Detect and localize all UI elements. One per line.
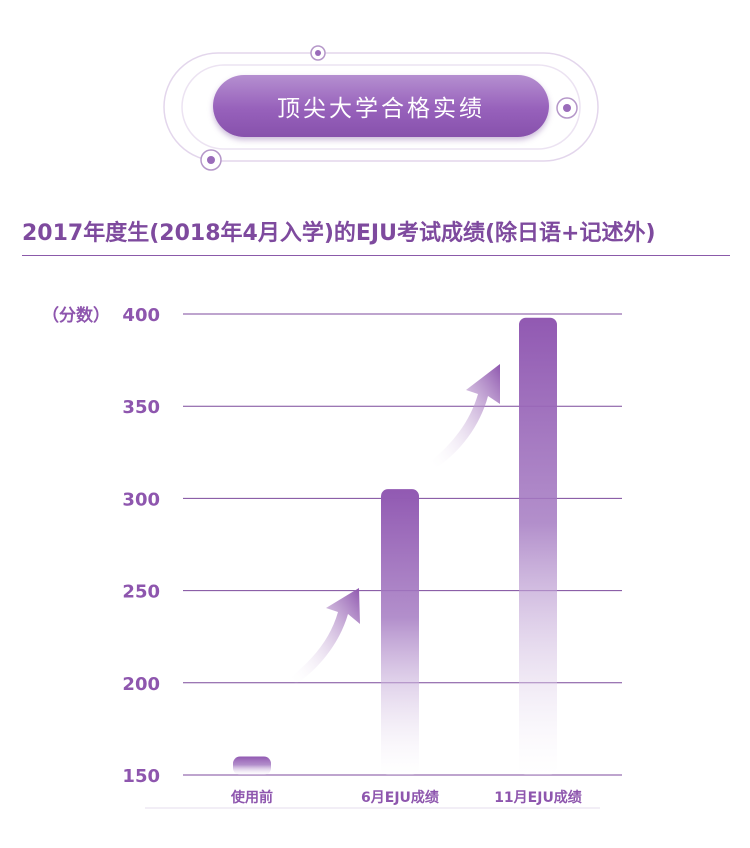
y-tick-label: 250 bbox=[122, 582, 160, 603]
growth-arrow-2 bbox=[430, 364, 500, 468]
decor-dot-right bbox=[556, 97, 578, 119]
bar-0 bbox=[233, 756, 271, 775]
y-tick-label: 150 bbox=[122, 766, 160, 787]
decor-dot-top bbox=[310, 45, 326, 61]
bar-1 bbox=[381, 489, 419, 775]
chart-subtitle: 2017年度生(2018年4月入学)的EJU考试成绩(除日语+记述外) bbox=[22, 221, 656, 246]
title-pill: 顶尖大学合格实绩 bbox=[213, 75, 549, 137]
x-tick-label: 11月EJU成绩 bbox=[494, 789, 582, 806]
y-tick-label: 350 bbox=[122, 397, 160, 418]
subtitle-divider bbox=[22, 255, 730, 256]
x-tick-label: 6月EJU成绩 bbox=[361, 789, 439, 806]
y-tick-label: 400 bbox=[122, 305, 160, 326]
decor-dot-left bbox=[200, 149, 222, 171]
bar-2 bbox=[519, 317, 557, 775]
inner-frame bbox=[181, 64, 581, 150]
x-tick-label: 使用前 bbox=[230, 789, 273, 806]
y-tick-label: 300 bbox=[122, 489, 160, 510]
growth-arrow-1 bbox=[290, 588, 360, 684]
outer-frame bbox=[163, 52, 599, 162]
y-tick-label: 200 bbox=[122, 674, 160, 695]
title-decoration bbox=[163, 45, 599, 171]
page-title: 顶尖大学合格实绩 bbox=[277, 96, 485, 122]
y-axis-label: （分数） bbox=[42, 305, 110, 326]
